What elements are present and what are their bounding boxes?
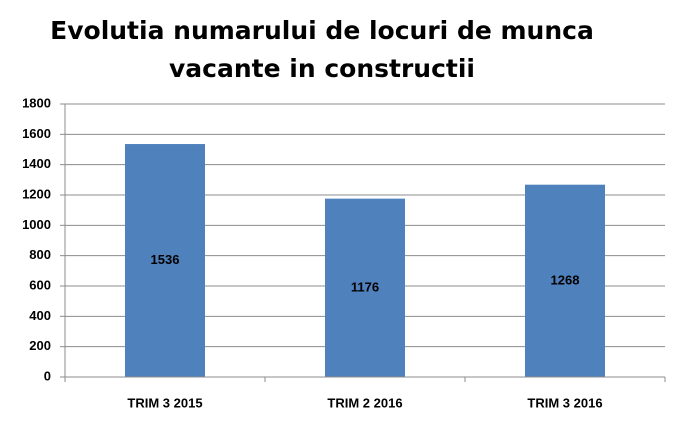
y-tick-label: 0 xyxy=(44,368,51,383)
y-tick-label: 1200 xyxy=(22,186,51,201)
x-tick-label: TRIM 2 2016 xyxy=(327,395,402,410)
bar xyxy=(125,144,205,377)
y-tick-label: 600 xyxy=(29,277,51,292)
chart-title: Evolutia numarului de locuri de munca xyxy=(50,16,594,45)
x-tick-label: TRIM 3 2016 xyxy=(527,395,602,410)
y-tick-label: 1400 xyxy=(22,156,51,171)
data-label: 1268 xyxy=(551,272,580,287)
y-tick-label: 800 xyxy=(29,247,51,262)
bar xyxy=(525,184,605,377)
data-label: 1536 xyxy=(151,252,180,267)
x-tick-label: TRIM 3 2015 xyxy=(127,395,202,410)
y-tick-label: 200 xyxy=(29,338,51,353)
y-tick-label: 1000 xyxy=(22,217,51,232)
bar xyxy=(325,198,405,377)
y-tick-label: 1600 xyxy=(22,126,51,141)
y-tick-label: 1800 xyxy=(22,95,51,110)
chart-title: vacante in constructii xyxy=(169,54,475,83)
y-tick-label: 400 xyxy=(29,308,51,323)
data-label: 1176 xyxy=(351,279,379,294)
